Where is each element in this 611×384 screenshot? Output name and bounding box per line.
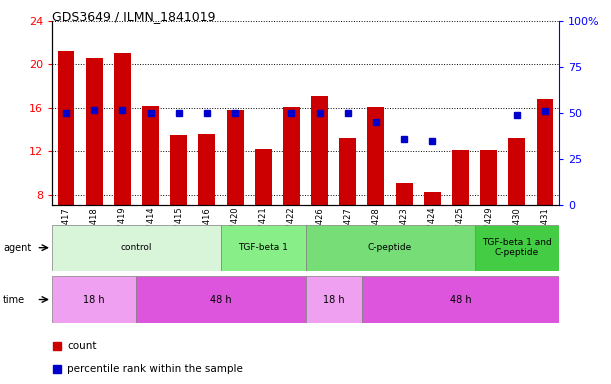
Bar (199, 134, 215, 281)
Bar (255, 149, 272, 281)
Bar (362, 276, 559, 323)
Bar (311, 96, 328, 281)
Bar (452, 150, 469, 281)
Bar (283, 107, 300, 281)
Text: C-peptide: C-peptide (368, 243, 412, 252)
Text: GDS3649 / ILMN_1841019: GDS3649 / ILMN_1841019 (52, 10, 216, 23)
Bar (136, 276, 306, 323)
Bar (86, 58, 103, 281)
Bar (52, 276, 136, 323)
Bar (306, 276, 362, 323)
Bar (221, 225, 306, 271)
Text: 48 h: 48 h (210, 295, 232, 305)
Bar (475, 225, 559, 271)
Text: agent: agent (3, 243, 31, 253)
Text: control: control (121, 243, 152, 252)
Bar (142, 106, 159, 281)
Bar (424, 192, 441, 281)
Bar (170, 135, 187, 281)
Bar (536, 99, 554, 281)
Bar (57, 51, 75, 281)
Bar (306, 225, 475, 271)
Bar (227, 110, 244, 281)
Text: count: count (67, 341, 97, 351)
Text: percentile rank within the sample: percentile rank within the sample (67, 364, 243, 374)
Bar (480, 150, 497, 281)
Bar (339, 138, 356, 281)
Text: 18 h: 18 h (323, 295, 345, 305)
Text: TGF-beta 1: TGF-beta 1 (238, 243, 288, 252)
Text: time: time (3, 295, 25, 305)
Bar (114, 53, 131, 281)
Bar (52, 225, 221, 271)
Bar (367, 107, 384, 281)
Text: 48 h: 48 h (450, 295, 471, 305)
Text: TGF-beta 1 and
C-peptide: TGF-beta 1 and C-peptide (482, 238, 552, 257)
Bar (508, 138, 525, 281)
Text: 18 h: 18 h (83, 295, 105, 305)
Bar (396, 183, 412, 281)
